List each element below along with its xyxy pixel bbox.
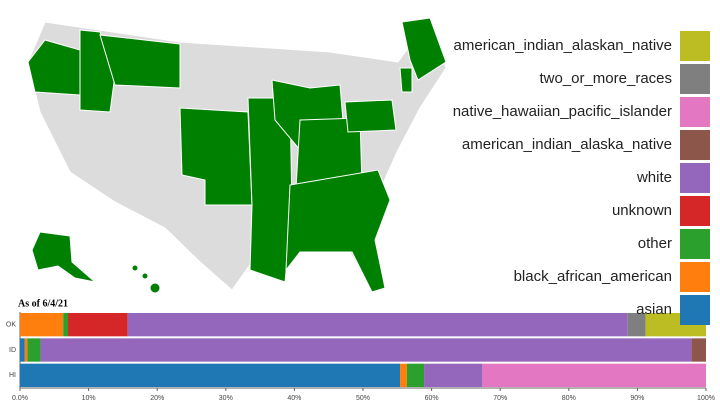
- bar-segment: [406, 363, 425, 387]
- x-tick-label: 30%: [219, 395, 233, 402]
- legend-swatch: [680, 163, 710, 193]
- map-hawaii: [131, 264, 139, 272]
- legend-label: black_african_american: [514, 268, 672, 285]
- x-tick-label: 20%: [150, 395, 164, 402]
- map-hawaii: [141, 272, 149, 280]
- bar-segment: [24, 338, 28, 362]
- map-alaska: [31, 231, 97, 283]
- x-tick-label: 80%: [562, 395, 576, 402]
- legend-swatch: [680, 229, 710, 259]
- legend-label: other: [638, 235, 672, 252]
- map-state: [344, 99, 397, 133]
- legend-swatch: [680, 97, 710, 127]
- y-tick-label: ID: [9, 347, 16, 354]
- bar-segment: [482, 363, 706, 387]
- x-tick-label: 70%: [493, 395, 507, 402]
- legend-label: white: [636, 169, 672, 186]
- legend-label: asian: [636, 301, 672, 318]
- x-tick-label: 90%: [630, 395, 644, 402]
- legend-label: two_or_more_races: [539, 70, 672, 87]
- map-state: [399, 67, 413, 93]
- bar-segment: [27, 338, 41, 362]
- legend-label: american_indian_alaskan_native: [454, 37, 672, 54]
- legend-label: unknown: [612, 202, 672, 219]
- legend-swatch: [680, 196, 710, 226]
- y-tick-label: HI: [9, 372, 16, 379]
- legend-swatch: [680, 262, 710, 292]
- map-state: [179, 107, 253, 206]
- legend-swatch: [680, 31, 710, 61]
- bar-segment: [68, 313, 128, 337]
- legend-swatch: [680, 130, 710, 160]
- x-tick-label: 100%: [697, 395, 715, 402]
- bar-segment: [627, 313, 646, 337]
- annotation: As of 6/4/21: [18, 298, 68, 309]
- map-state: [99, 34, 181, 89]
- map-state: [285, 169, 391, 293]
- x-tick-label: 0.0%: [12, 395, 28, 402]
- bar-segment: [20, 338, 25, 362]
- us-map: [27, 16, 447, 294]
- bar-segment: [691, 338, 706, 362]
- y-tick-label: OK: [6, 322, 16, 329]
- legend-label: american_indian_alaska_native: [462, 136, 672, 153]
- map-state: [401, 17, 447, 81]
- legend-swatch: [680, 64, 710, 94]
- bar-segment: [20, 313, 64, 337]
- legend-swatch: [680, 295, 710, 325]
- legend-label: native_hawaiian_pacific_islander: [453, 103, 672, 120]
- bar-segment: [63, 313, 69, 337]
- map-hawaii: [149, 282, 161, 294]
- bar-segment: [400, 363, 407, 387]
- x-tick-label: 40%: [287, 395, 301, 402]
- bar-segment: [40, 338, 692, 362]
- bar-segment: [20, 363, 401, 387]
- bar-segment: [127, 313, 628, 337]
- bar-segment: [424, 363, 483, 387]
- x-tick-label: 60%: [425, 395, 439, 402]
- x-tick-label: 10%: [82, 395, 96, 402]
- x-tick-label: 50%: [356, 395, 370, 402]
